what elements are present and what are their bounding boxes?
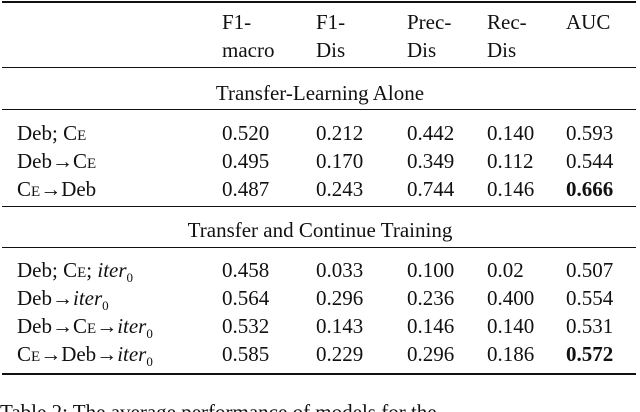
label-part: C: [73, 314, 88, 338]
caption: Table 2: The average performance of mode…: [0, 400, 437, 412]
label-part: C: [17, 342, 32, 366]
label-part: C: [17, 177, 32, 201]
cell: 0.744: [407, 177, 455, 201]
label-part: →Deb→: [40, 342, 118, 366]
cell: 0.495: [222, 149, 270, 173]
cell: 0.442: [407, 121, 455, 145]
cell: 0.349: [407, 149, 455, 173]
section-title: Transfer and Continue Training: [187, 218, 453, 242]
cell: 0.487: [222, 177, 270, 201]
cell: 0.532: [222, 314, 270, 338]
cell: 0.585: [222, 342, 270, 366]
column-header: macro: [222, 38, 275, 62]
cell: 0.531: [566, 314, 614, 338]
row-label: Deb; CE: [17, 123, 86, 144]
header-rule: [2, 67, 636, 68]
cell: 0.296: [407, 342, 455, 366]
row-label: Deb; CE; iter0: [17, 258, 133, 285]
label-part: Deb→: [17, 149, 73, 173]
cell: 0.212: [316, 121, 364, 145]
label-part: 0: [146, 354, 153, 369]
cell: 0.666: [566, 177, 614, 201]
row-label: Deb→CE: [17, 151, 96, 172]
label-part: 0: [126, 270, 134, 285]
label-part: iter: [117, 342, 147, 366]
column-header: F1-: [222, 10, 252, 34]
row-label: CE→Deb→iter0: [17, 342, 153, 369]
label-part: 0: [146, 326, 153, 341]
label-part: iter: [117, 314, 147, 338]
label-part: →: [96, 314, 118, 338]
label-part: C: [73, 149, 88, 173]
label-part: Deb;: [17, 258, 64, 282]
column-header: Dis: [487, 38, 517, 62]
cell: 0.186: [487, 342, 535, 366]
cell: 0.146: [407, 314, 455, 338]
cell: 0.572: [566, 342, 614, 366]
label-part: →Deb: [40, 177, 97, 201]
label-part: E: [31, 349, 41, 365]
label-part: Deb→: [17, 314, 73, 338]
section-rule: [2, 206, 636, 207]
cell: 0.229: [316, 342, 364, 366]
cell: 0.593: [566, 121, 614, 145]
cell: 0.520: [222, 121, 270, 145]
cell: 0.564: [222, 286, 270, 310]
section-rule: [2, 109, 636, 110]
label-part: ;: [86, 258, 98, 282]
cell: 0.554: [566, 286, 614, 310]
label-part: iter: [97, 258, 127, 282]
label-part: iter: [73, 286, 103, 310]
label-part: E: [31, 184, 41, 200]
row-label: CE→Deb: [17, 179, 96, 200]
column-header: Rec-: [487, 10, 527, 34]
cell: 0.140: [487, 314, 535, 338]
top-rule: [2, 1, 636, 3]
cell: 0.544: [566, 149, 614, 173]
label-part: C: [63, 121, 78, 145]
label-part: E: [77, 265, 87, 281]
cell: 0.143: [316, 314, 364, 338]
cell: 0.170: [316, 149, 364, 173]
column-header: Prec-: [407, 10, 452, 34]
cell: 0.507: [566, 258, 614, 282]
cell: 0.400: [487, 286, 535, 310]
label-part: E: [87, 156, 97, 172]
cell: 0.112: [487, 149, 534, 173]
cell: 0.02: [487, 258, 524, 282]
cell: 0.146: [487, 177, 535, 201]
cell: 0.458: [222, 258, 270, 282]
label-part: Deb→: [17, 286, 73, 310]
column-header: AUC: [566, 10, 611, 34]
cell: 0.296: [316, 286, 364, 310]
column-header: F1-: [316, 10, 346, 34]
cell: 0.100: [407, 258, 455, 282]
section-title: Transfer-Learning Alone: [215, 81, 425, 105]
row-label: Deb→iter0: [17, 286, 109, 313]
row-label: Deb→CE→iter0: [17, 314, 153, 341]
cell: 0.140: [487, 121, 535, 145]
bottom-rule: [2, 373, 636, 375]
label-part: C: [63, 258, 78, 282]
column-header: Dis: [407, 38, 437, 62]
column-header: Dis: [316, 38, 346, 62]
cell: 0.033: [316, 258, 364, 282]
label-part: E: [87, 321, 97, 337]
cell: 0.243: [316, 177, 364, 201]
label-part: Deb;: [17, 121, 64, 145]
cell: 0.236: [407, 286, 455, 310]
label-part: E: [77, 128, 87, 144]
section-rule: [2, 247, 636, 248]
label-part: 0: [102, 298, 109, 313]
